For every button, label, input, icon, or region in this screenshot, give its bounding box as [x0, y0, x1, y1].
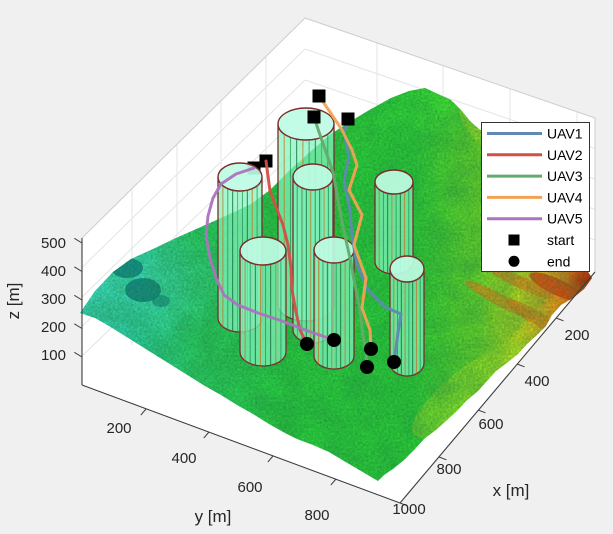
legend-label: start [547, 232, 574, 248]
z-tick-label: 100 [41, 347, 66, 364]
legend-label: UAV1 [547, 126, 583, 142]
legend: UAV1 UAV2 UAV3 UAV4 UAV5 start end [481, 122, 590, 272]
start-marker-uav3 [307, 110, 321, 124]
x-tick-label: 600 [478, 416, 503, 433]
z-axis-label: z [m] [4, 283, 23, 320]
obstacle-cylinder-6 [313, 236, 355, 370]
legend-entry-uav2: UAV2 [487, 147, 583, 163]
legend-end-marker-icon [508, 255, 520, 267]
z-axis: 500 400 300 200 100 z [m] [4, 235, 83, 385]
y-tick-label: 400 [171, 450, 196, 467]
cylinder-top [239, 236, 287, 266]
z-tick-label: 400 [41, 263, 66, 280]
y-tick-label: 800 [304, 507, 329, 524]
obstacle-cylinders [217, 107, 425, 377]
end-marker-uav4 [364, 342, 378, 356]
cylinder-top [292, 163, 334, 191]
x-tick-label: 400 [524, 373, 549, 390]
x-tick-label: 800 [436, 461, 461, 478]
start-marker-uav1 [341, 112, 355, 126]
y-axis: 200 400 600 800 y [m] [81, 384, 401, 526]
legend-label: UAV2 [547, 147, 583, 163]
z-tick-label: 500 [41, 235, 66, 252]
legend-entry-uav3: UAV3 [487, 168, 583, 184]
end-marker-uav2 [300, 337, 314, 351]
cylinder-top [374, 169, 414, 195]
start-marker-uav4 [312, 89, 326, 103]
uav-trajectory-uav4 [317, 94, 373, 351]
legend-label: end [547, 253, 570, 269]
z-tick-label: 200 [41, 319, 66, 336]
x-axis: 200 400 600 800 1000 x [m] [392, 271, 596, 518]
uav-trajectory-uav3 [312, 115, 369, 369]
end-marker-uav3 [360, 360, 374, 374]
start-end-markers [300, 89, 401, 374]
x-axis-label: x [m] [493, 481, 530, 500]
z-tick-label: 300 [41, 291, 66, 308]
legend-entry-end: end [508, 253, 570, 269]
cylinder-body [313, 249, 355, 370]
legend-label: UAV4 [547, 189, 583, 205]
end-marker-uav1 [387, 355, 401, 369]
legend-start-marker-icon [508, 234, 520, 246]
legend-entry-uav5: UAV5 [487, 211, 583, 227]
obstacle-cylinder-5 [239, 236, 287, 367]
end-marker-uav5 [327, 333, 341, 347]
cylinder-top [389, 255, 425, 283]
y-tick-label: 200 [106, 420, 131, 437]
legend-entry-start: start [508, 232, 574, 248]
legend-entry-uav4: UAV4 [487, 189, 583, 205]
obstacle-cylinder-7 [389, 255, 425, 377]
legend-label: UAV3 [547, 168, 583, 184]
uav-trajectory-uav2 [264, 159, 309, 346]
x-tick-label: 1000 [392, 501, 425, 518]
legend-label: UAV5 [547, 211, 583, 227]
cylinder-top [277, 107, 335, 141]
uav-trajectories [204, 94, 403, 369]
y-tick-label: 600 [237, 479, 262, 496]
x-tick-label: 200 [564, 327, 589, 344]
uav-trajectory-uav5 [204, 166, 336, 342]
legend-entry-uav1: UAV1 [487, 126, 583, 142]
y-axis-label: y [m] [195, 507, 232, 526]
cylinder-top [217, 162, 263, 192]
